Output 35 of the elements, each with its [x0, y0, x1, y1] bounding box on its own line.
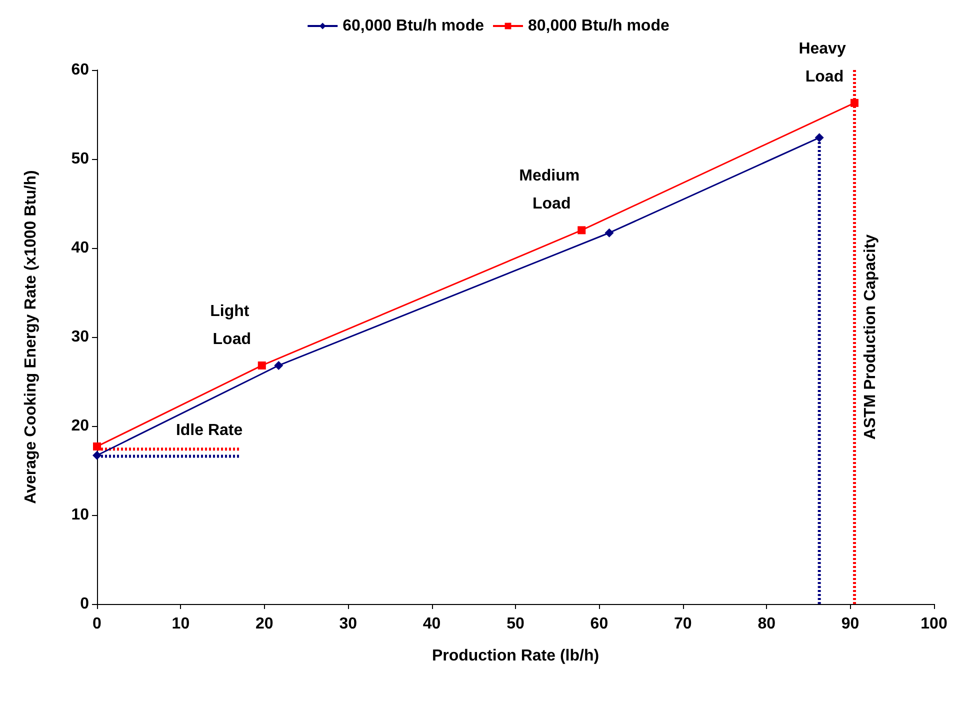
- x-tick-label: 60: [590, 616, 608, 632]
- point: [578, 226, 586, 234]
- annotation: Heavy Load: [798, 40, 850, 86]
- point: [274, 360, 284, 370]
- x-tick-label: 0: [92, 616, 102, 632]
- point: [814, 133, 824, 142]
- x-tick-label: 90: [841, 616, 860, 632]
- point: [850, 98, 858, 107]
- annotation: Light Load: [210, 302, 254, 348]
- point: [258, 361, 266, 370]
- x-tick-label: 40: [422, 616, 441, 632]
- y-tick-label: 50: [71, 150, 90, 168]
- point: [93, 442, 101, 450]
- x-tick-label: 80: [758, 616, 776, 632]
- legend-label: 60,000 Btu/h mode: [342, 18, 484, 34]
- x-tick-label: 30: [339, 616, 358, 632]
- y-tick-label: 60: [71, 62, 90, 78]
- y-tick-label: 30: [71, 328, 90, 346]
- x-tick-label: 20: [256, 616, 274, 632]
- y-tick-label: 40: [71, 240, 90, 256]
- x-tick-label: 50: [506, 616, 524, 632]
- ref-line-label: ASTM Production Capacity: [862, 234, 879, 440]
- y-tick-label: 0: [80, 596, 90, 612]
- x-tick-label: 70: [674, 616, 692, 632]
- y-axis-title: Average Cooking Energy Rate (x1000 Btu/h): [22, 170, 40, 504]
- x-tick-label: 100: [920, 616, 948, 632]
- legend-label: 80,000 Btu/h mode: [528, 18, 670, 34]
- x-tick-label: 10: [172, 616, 190, 632]
- annotation: Idle Rate: [176, 422, 243, 439]
- y-tick-label: 10: [71, 506, 90, 524]
- x-axis-title: Production Rate (lb/h): [432, 648, 600, 664]
- y-tick-label: 20: [71, 418, 90, 434]
- point: [92, 450, 102, 460]
- point: [604, 228, 614, 238]
- annotation: Medium Load: [519, 168, 584, 213]
